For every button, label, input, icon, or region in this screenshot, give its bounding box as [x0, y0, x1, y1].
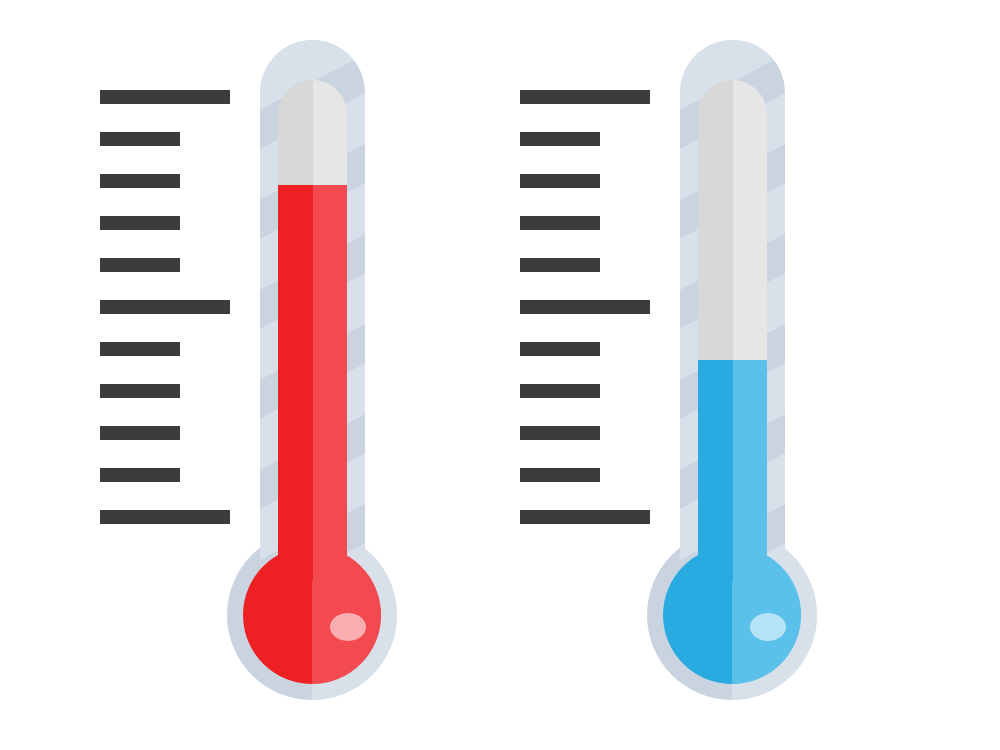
tick — [520, 90, 650, 104]
tick — [520, 342, 600, 356]
tick — [520, 258, 600, 272]
tube-inner — [278, 80, 347, 610]
tick — [520, 468, 600, 482]
tick — [520, 174, 600, 188]
tick — [100, 342, 180, 356]
thermometer-hot — [100, 0, 500, 750]
tick — [520, 132, 600, 146]
tick — [100, 300, 230, 314]
tick — [520, 216, 600, 230]
thermometer-cold — [520, 0, 920, 750]
tick — [100, 510, 230, 524]
liquid-connector-highlight — [313, 541, 348, 581]
tick — [520, 426, 600, 440]
bulb-shine — [330, 613, 366, 641]
tube-inner — [698, 80, 767, 610]
tick — [100, 216, 180, 230]
tick — [100, 426, 180, 440]
tick — [100, 258, 180, 272]
tick — [520, 510, 650, 524]
tick — [100, 132, 180, 146]
tick — [100, 468, 180, 482]
liquid-connector-highlight — [733, 541, 768, 581]
tick — [100, 384, 180, 398]
tick — [100, 90, 230, 104]
bulb-shine — [750, 613, 786, 641]
tick — [520, 300, 650, 314]
tick — [100, 174, 180, 188]
tick — [520, 384, 600, 398]
